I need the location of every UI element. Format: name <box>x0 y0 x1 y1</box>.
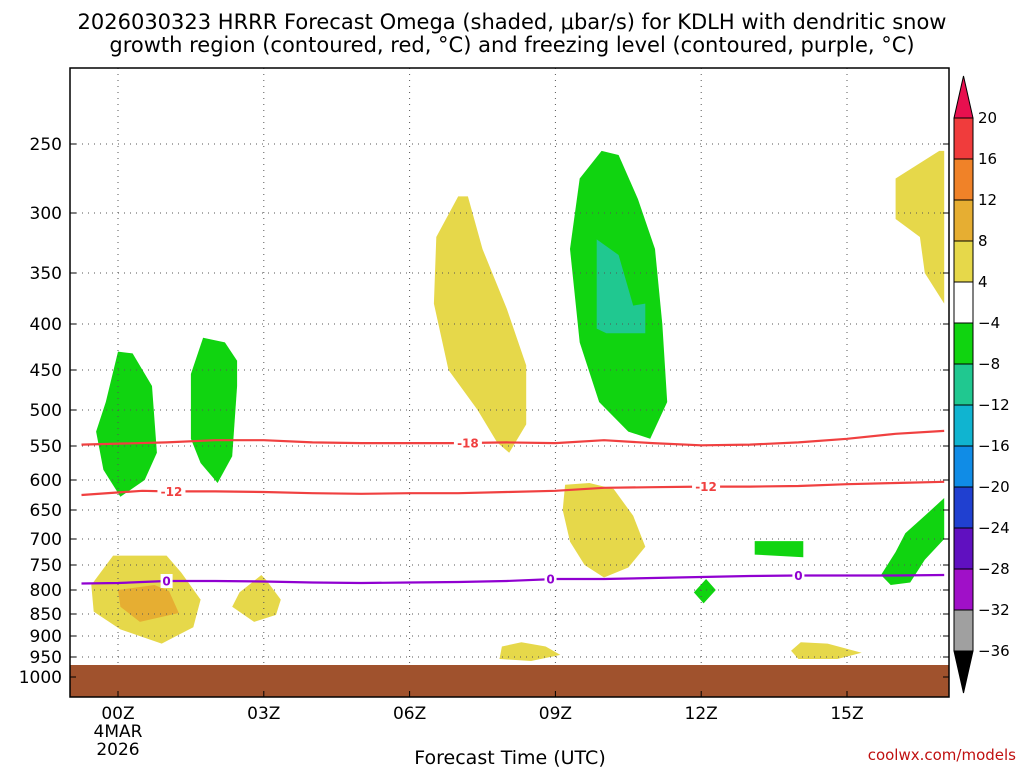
contour-label-3: 0 <box>162 575 170 589</box>
y-tick-label-750: 750 <box>30 556 62 576</box>
region-sinking-14z-low <box>791 642 862 659</box>
y-tick-label-450: 450 <box>30 361 62 381</box>
colorbar-bin-7 <box>953 363 974 406</box>
x-tick-label-03Z: 03Z <box>247 704 280 724</box>
x-tick-label-09Z: 09Z <box>539 704 572 724</box>
y-tick-label-900: 900 <box>30 627 62 647</box>
x-tick-label-00Z: 00Z <box>101 704 134 724</box>
region-upward-motion-00z <box>96 351 157 497</box>
colorbar-bin-6 <box>953 322 974 365</box>
colorbar-level-label-13: −36 <box>978 642 1010 660</box>
x-tick-sublabel-date: 4MAR <box>94 722 143 742</box>
colorbar-level-label-2: 12 <box>978 191 997 209</box>
contour-dgz-18 <box>81 429 945 447</box>
colorbar-bin-12 <box>953 568 974 611</box>
contour-label-bg-4 <box>544 572 557 586</box>
colorbar-bin-1 <box>953 117 974 160</box>
colorbar-level-label-4: 4 <box>978 273 988 291</box>
colorbar-bin-8 <box>953 404 974 447</box>
colorbar-bin-10 <box>953 486 974 529</box>
y-tick-label-300: 300 <box>30 204 62 224</box>
region-sinking-03z-low <box>232 575 281 622</box>
omega-shading-layer <box>91 150 945 661</box>
region-sinking-07z-upper <box>433 196 527 453</box>
colorbar-level-label-8: −16 <box>978 437 1010 455</box>
region-sinking-00z-core <box>118 585 179 622</box>
x-tick-label-06Z: 06Z <box>393 704 426 724</box>
contour-label-bg-3 <box>160 574 173 588</box>
contour-label-bg-2 <box>692 479 721 494</box>
y-tick-label-650: 650 <box>30 501 62 521</box>
chart-title-line1: 2026030323 HRRR Forecast Omega (shaded, … <box>78 10 947 34</box>
colorbar: 20 16 12 8 4 −4 −8 −12 −16 −20 −24 −28 −32 −36 <box>953 75 1010 694</box>
colorbar-level-label-1: 16 <box>978 150 997 168</box>
contour-freezing-0 <box>81 573 945 585</box>
contour-label-bg-0 <box>453 436 482 451</box>
contour-label-1: -12 <box>161 485 183 499</box>
y-tick-label-550: 550 <box>30 437 62 457</box>
colorbar-bin-11 <box>953 527 974 570</box>
ground-layer <box>70 665 949 697</box>
plot-frame <box>69 67 950 698</box>
region-upward-motion-10z-core <box>596 239 646 334</box>
contour-dgz-12 <box>81 480 945 497</box>
y-axis: 2503003504004505005506006507007508008509… <box>19 135 949 688</box>
y-tick-label-500: 500 <box>30 401 62 421</box>
y-tick-label-1000: 1000 <box>19 668 62 688</box>
grid-layer <box>70 68 949 665</box>
colorbar-level-label-11: −28 <box>978 560 1010 578</box>
y-tick-label-800: 800 <box>30 581 62 601</box>
colorbar-bin-13 <box>953 609 974 652</box>
contour-label-0: -18 <box>457 437 479 451</box>
contour-label-layer: -18 -12 -12 0 0 0 <box>157 436 805 589</box>
y-tick-label-950: 950 <box>30 648 62 668</box>
y-tick-label-850: 850 <box>30 605 62 625</box>
colorbar-level-label-0: 20 <box>978 109 997 127</box>
y-tick-label-600: 600 <box>30 471 62 491</box>
colorbar-level-label-9: −20 <box>978 478 1010 496</box>
colorbar-level-label-3: 8 <box>978 232 988 250</box>
colorbar-level-label-7: −12 <box>978 396 1010 414</box>
y-tick-label-250: 250 <box>30 135 62 155</box>
x-tick-label-12Z: 12Z <box>685 704 718 724</box>
x-tick-label-15Z: 15Z <box>830 704 863 724</box>
region-upward-motion-16z-low <box>881 498 945 585</box>
colorbar-level-label-12: −32 <box>978 601 1010 619</box>
colorbar-bin-5 <box>953 281 974 324</box>
colorbar-bin-2 <box>953 158 974 201</box>
contour-label-5: 0 <box>794 569 802 583</box>
region-sinking-16z-upper <box>895 150 945 304</box>
ground-fill <box>70 665 949 697</box>
x-tick-sublabel-year: 2026 <box>96 740 139 760</box>
colorbar-bottom-extension <box>953 650 974 694</box>
colorbar-level-label-5: −4 <box>978 314 1000 332</box>
colorbar-bin-9 <box>953 445 974 488</box>
contour-label-bg-5 <box>792 568 805 583</box>
region-sinking-08z-low <box>499 642 561 661</box>
colorbar-level-label-6: −8 <box>978 355 1000 373</box>
contour-label-4: 0 <box>546 573 554 587</box>
region-sinking-09z-mid <box>562 483 646 578</box>
contour-label-bg-1 <box>157 484 186 499</box>
y-tick-label-400: 400 <box>30 315 62 335</box>
region-upward-motion-13z <box>754 541 804 558</box>
credit-text: coolwx.com/models <box>868 746 1016 764</box>
contour-label-2: -12 <box>695 480 717 494</box>
colorbar-top-extension <box>953 75 974 119</box>
region-upward-motion-12z <box>693 579 716 604</box>
y-tick-label-350: 350 <box>30 264 62 284</box>
chart-title-line2: growth region (contoured, red, °C) and f… <box>109 33 914 57</box>
y-tick-label-700: 700 <box>30 530 62 550</box>
colorbar-bin-3 <box>953 199 974 242</box>
colorbar-level-label-10: −24 <box>978 519 1010 537</box>
colorbar-bin-4 <box>953 240 974 283</box>
x-axis-label: Forecast Time (UTC) <box>414 747 605 768</box>
